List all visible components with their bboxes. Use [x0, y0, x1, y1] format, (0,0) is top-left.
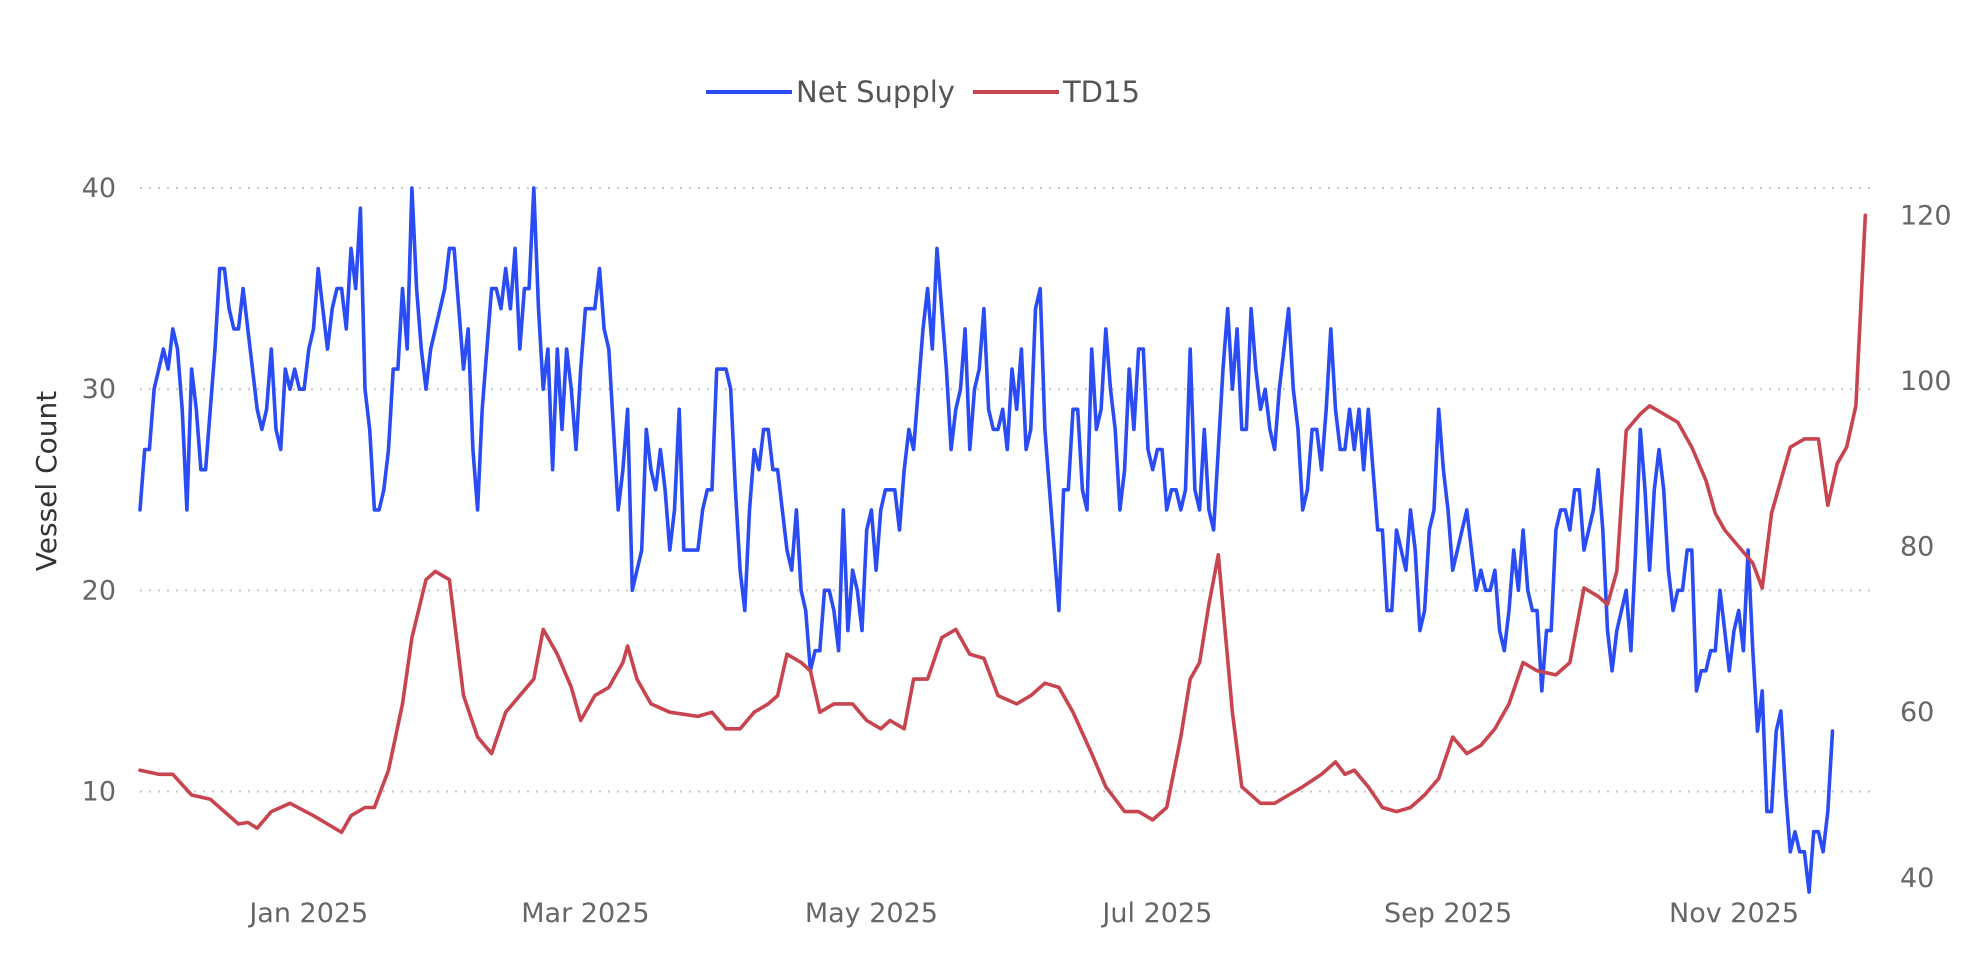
series-line-td15	[138, 213, 1868, 835]
x-tick-label: Jan 2025	[247, 898, 368, 929]
right-axis-ticks: 40 60 80 100 120	[1900, 200, 1952, 894]
x-tick-label: Jul 2025	[1100, 898, 1212, 929]
y-tick-label: 20	[82, 575, 116, 606]
y-tick-label: 10	[82, 776, 116, 807]
y2-tick-label: 40	[1900, 863, 1934, 894]
legend-item-net-supply[interactable]: Net Supply	[706, 75, 955, 109]
y-axis-title: Vessel Count	[30, 391, 63, 571]
x-tick-label: Mar 2025	[521, 898, 649, 929]
y2-tick-label: 100	[1900, 366, 1952, 397]
y2-tick-label: 80	[1900, 532, 1934, 563]
legend[interactable]: Net Supply TD15	[706, 75, 1140, 109]
series-line-net-supply	[138, 186, 1835, 894]
left-axis-ticks: 10 20 30 40	[82, 173, 116, 807]
legend-label: TD15	[1062, 75, 1140, 109]
x-tick-label: Sep 2025	[1384, 898, 1512, 929]
legend-label: Net Supply	[796, 75, 955, 109]
x-tick-label: May 2025	[805, 898, 938, 929]
y2-tick-label: 60	[1900, 697, 1934, 728]
series-lines	[138, 186, 1868, 894]
legend-item-td15[interactable]: TD15	[972, 75, 1140, 109]
gridlines	[140, 187, 1870, 793]
y-tick-label: 30	[82, 374, 116, 405]
x-axis-ticks: Jan 2025 Mar 2025 May 2025 Jul 2025 Sep 2025…	[247, 898, 1799, 929]
y-tick-label: 40	[82, 173, 116, 204]
y2-tick-label: 120	[1900, 200, 1952, 231]
x-tick-label: Nov 2025	[1669, 898, 1799, 929]
